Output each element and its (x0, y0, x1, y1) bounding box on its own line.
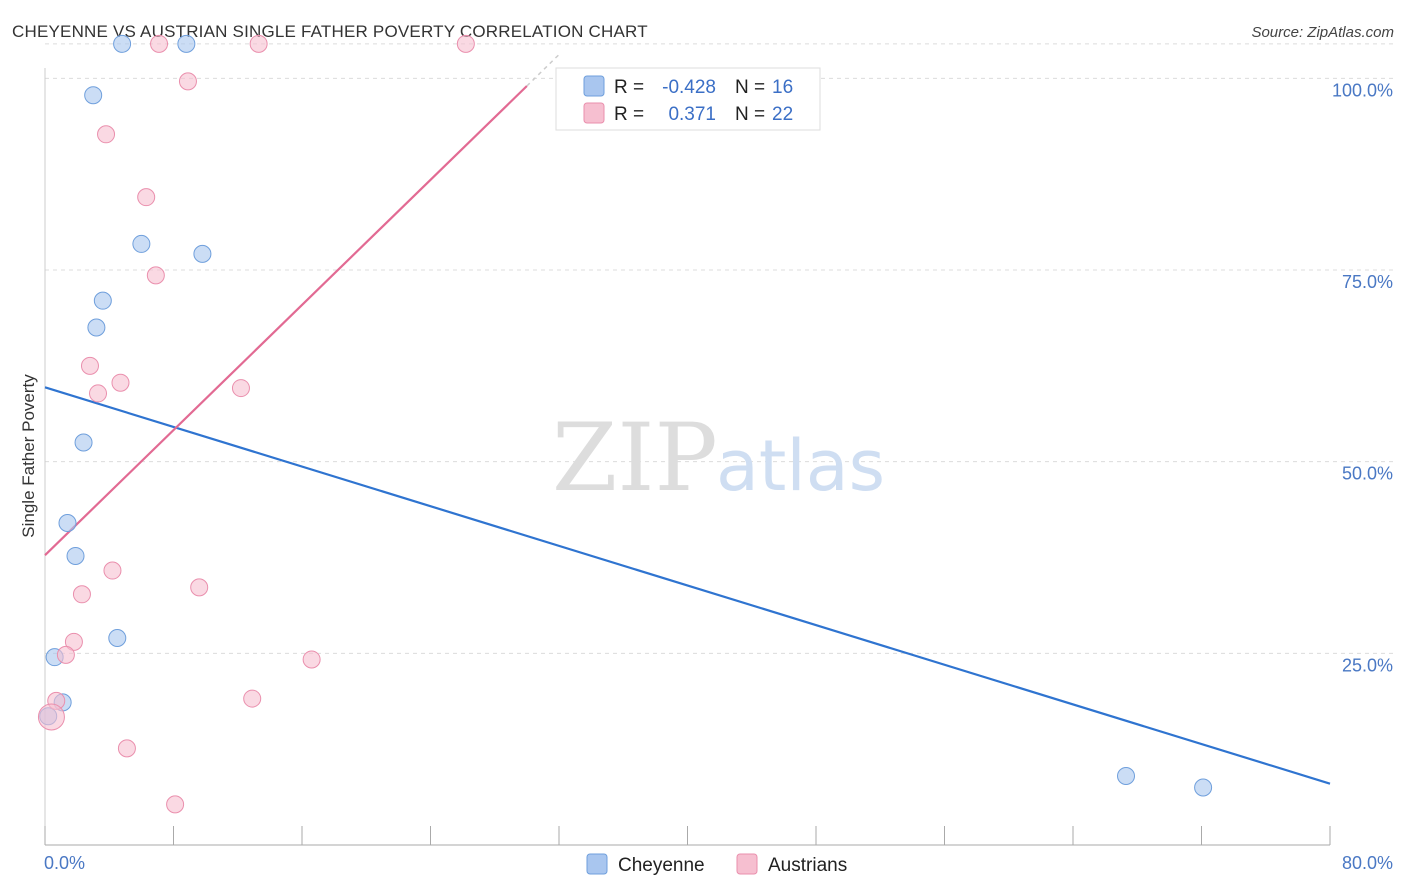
watermark: ZIP atlas (552, 404, 885, 513)
y-tick-label-100: 100.0% (1332, 80, 1393, 100)
data-point-austrians (64, 632, 83, 651)
x-tick-label-max: 80.0% (1342, 853, 1393, 873)
stats-legend: R = -0.428 N = 16 R = 0.371 N = 22 (555, 67, 821, 131)
x-tick-labels: 0.0% 80.0% (44, 853, 1393, 873)
series-legend: Cheyenne Austrians (586, 853, 847, 876)
data-point-austrians (243, 689, 262, 708)
data-point-cheyenne (113, 34, 132, 53)
stats-r-value-austrians: 0.371 (668, 104, 716, 125)
data-point-austrians (146, 266, 165, 285)
data-point-austrians (231, 379, 250, 398)
y-axis-label: Single Father Poverty (19, 374, 38, 538)
trend-line-austrians (44, 85, 528, 556)
source-label: Source: ZipAtlas.com (1251, 24, 1394, 41)
grid-lines (45, 43, 1395, 654)
stats-swatch-austrians (583, 102, 605, 124)
data-point-cheyenne (177, 34, 196, 53)
data-point-cheyenne (93, 291, 112, 310)
data-point-austrians (103, 561, 122, 580)
data-point-cheyenne (74, 433, 93, 452)
legend-label-cheyenne: Cheyenne (618, 855, 705, 876)
stats-swatch-cheyenne (583, 75, 605, 97)
stats-r-label-cheyenne: R = (614, 77, 644, 98)
data-point-austrians (456, 34, 475, 53)
data-point-cheyenne (1194, 778, 1213, 797)
legend-label-austrians: Austrians (768, 855, 847, 876)
y-tick-label-75: 75.0% (1342, 272, 1393, 292)
stats-r-value-cheyenne: -0.428 (662, 77, 716, 98)
data-point-austrians (72, 585, 91, 604)
legend-swatch-austrians (736, 853, 758, 875)
y-tick-labels: 25.0% 50.0% 75.0% 100.0% (1332, 80, 1393, 675)
legend-swatch-cheyenne (586, 853, 608, 875)
data-point-austrians (150, 34, 169, 53)
data-point-austrians (89, 384, 108, 403)
data-point-austrians (302, 650, 321, 669)
stats-r-label-austrians: R = (614, 104, 644, 125)
data-point-cheyenne (193, 244, 212, 263)
data-point-austrians (117, 739, 136, 758)
data-point-austrians (190, 578, 209, 597)
data-point-austrians (37, 703, 65, 731)
chart-title: CHEYENNE VS AUSTRIAN SINGLE FATHER POVER… (12, 22, 648, 41)
data-point-austrians (249, 34, 268, 53)
stats-n-label-cheyenne: N = (735, 77, 765, 98)
stats-n-value-austrians: 22 (772, 104, 793, 125)
y-tick-label-25: 25.0% (1342, 655, 1393, 675)
data-point-cheyenne (84, 86, 103, 105)
data-point-austrians (137, 188, 156, 207)
y-tick-label-50: 50.0% (1342, 464, 1393, 484)
data-point-cheyenne (66, 546, 85, 565)
data-point-cheyenne (58, 514, 77, 532)
axes (44, 68, 1331, 846)
data-point-cheyenne (132, 234, 151, 253)
data-point-austrians (80, 356, 99, 375)
stats-n-label-austrians: N = (735, 104, 765, 125)
watermark-zip: ZIP (552, 404, 718, 513)
stats-n-value-cheyenne: 16 (772, 77, 793, 98)
trend-lines (44, 54, 1331, 785)
data-point-austrians (56, 645, 75, 664)
data-point-cheyenne (1117, 767, 1136, 785)
data-point-austrians (166, 795, 185, 814)
trend-line-cheyenne (44, 386, 1331, 785)
data-point-austrians (111, 373, 130, 392)
trend-line-extension-austrians (526, 54, 560, 87)
data-point-austrians (178, 72, 197, 91)
data-point-cheyenne (87, 318, 106, 337)
data-point-austrians (97, 125, 116, 144)
x-tick-label-min: 0.0% (44, 853, 85, 873)
data-points (37, 34, 1213, 814)
watermark-atlas: atlas (716, 425, 885, 507)
data-point-cheyenne (108, 629, 127, 647)
